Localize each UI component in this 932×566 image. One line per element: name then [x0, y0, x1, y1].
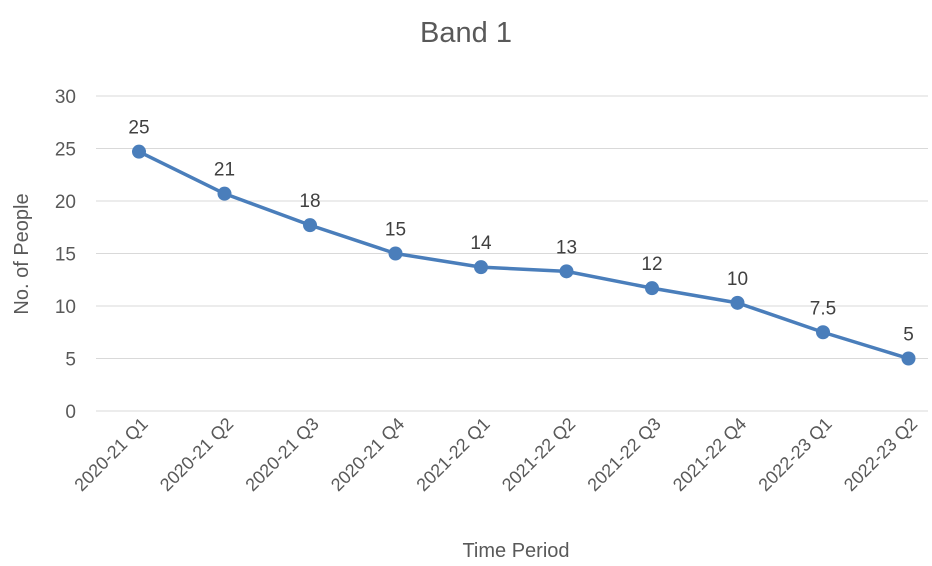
data-label: 10 — [727, 269, 748, 290]
x-tick-label: 2020-21 Q3 — [241, 414, 322, 495]
data-label: 15 — [385, 220, 406, 241]
y-tick-label: 15 — [55, 245, 76, 266]
y-tick-label: 25 — [55, 140, 76, 161]
data-point — [816, 325, 830, 340]
data-label: 18 — [299, 191, 320, 212]
x-axis-title: Time Period — [462, 540, 569, 561]
y-tick-label: 20 — [55, 192, 76, 213]
x-axis-ticks: 2020-21 Q1 2020-21 Q2 2020-21 Q3 2020-21 Q4… — [70, 414, 921, 495]
y-tick-label: 0 — [65, 402, 76, 423]
data-point — [217, 186, 232, 201]
y-tick-label: 5 — [65, 350, 76, 371]
data-labels: 25 21 18 15 14 13 12 10 7.5 5 — [128, 118, 913, 346]
data-point — [388, 246, 403, 261]
data-point — [559, 264, 574, 279]
x-tick-label: 2021-22 Q4 — [669, 414, 750, 495]
data-point — [303, 218, 317, 233]
data-label: 12 — [641, 254, 662, 275]
x-tick-label: 2020-21 Q2 — [156, 414, 237, 495]
x-tick-label: 2021-22 Q2 — [498, 414, 579, 495]
y-axis-ticks: 0 5 10 15 20 25 30 — [55, 87, 76, 423]
series-group — [132, 144, 916, 366]
data-label: 14 — [470, 233, 492, 254]
data-point — [132, 144, 146, 159]
y-tick-label: 30 — [55, 87, 76, 108]
data-label: 25 — [128, 118, 149, 139]
x-tick-label: 2020-21 Q4 — [327, 414, 408, 495]
data-label: 13 — [556, 237, 577, 258]
series-line — [137, 149, 911, 361]
data-point — [474, 260, 488, 275]
x-tick-label: 2021-22 Q3 — [583, 414, 664, 495]
data-label: 7.5 — [810, 298, 836, 319]
chart-title: Band 1 — [420, 17, 512, 49]
data-label: 21 — [214, 160, 235, 181]
data-label: 5 — [903, 325, 914, 346]
x-tick-label: 2020-21 Q1 — [70, 414, 151, 495]
gridlines — [96, 95, 928, 412]
x-tick-label: 2022-23 Q2 — [840, 414, 921, 495]
data-point — [730, 295, 745, 310]
y-tick-label: 10 — [55, 297, 76, 318]
x-tick-label: 2021-22 Q1 — [412, 414, 493, 495]
x-tick-label: 2022-23 Q1 — [754, 414, 835, 495]
data-point — [645, 281, 659, 296]
data-point — [901, 351, 916, 366]
y-axis-title: No. of People — [11, 193, 33, 314]
